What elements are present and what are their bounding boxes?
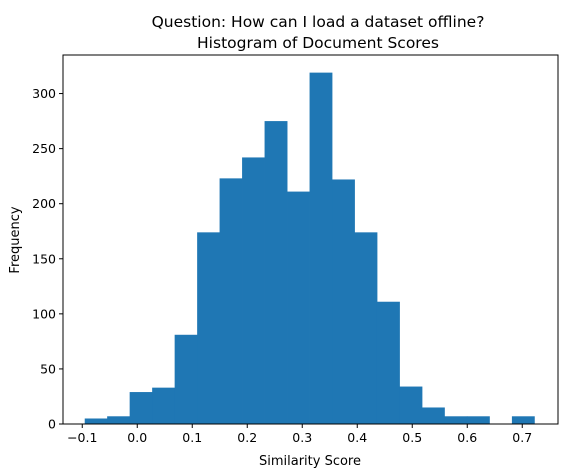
- histogram-bars: [84, 72, 535, 425]
- histogram-bar: [174, 334, 198, 424]
- histogram-bar: [332, 179, 355, 424]
- histogram-bar: [242, 157, 265, 424]
- x-axis-label: Similarity Score: [259, 454, 361, 469]
- histogram-bar: [399, 386, 423, 424]
- x-tick-label: 0.3: [292, 430, 312, 445]
- plot-frame: [62, 54, 559, 425]
- histogram-bar: [107, 416, 131, 424]
- x-tick-label: 0.1: [182, 430, 202, 445]
- histogram-bar: [219, 178, 243, 424]
- histogram-bar: [354, 232, 378, 424]
- histogram-bar: [376, 301, 400, 424]
- histogram-bar: [444, 416, 468, 424]
- x-tick-label: 0.2: [237, 430, 257, 445]
- x-tick-label: 0.4: [347, 430, 367, 445]
- x-axis-ticks: −0.1 0.0 0.1 0.2 0.3 0.4 0.5 0.6 0.7: [67, 424, 532, 445]
- y-tick-label: 200: [32, 196, 56, 211]
- chart-title-line-1: Question: How can I load a dataset offli…: [152, 13, 485, 31]
- x-tick-label: 0.7: [512, 430, 532, 445]
- y-tick-label: 0: [48, 417, 56, 432]
- y-tick-label: 150: [32, 251, 56, 266]
- x-tick-label: −0.1: [67, 430, 97, 445]
- histogram-bar: [421, 407, 445, 424]
- x-tick-label: 0.5: [402, 430, 422, 445]
- y-axis-ticks: 0 50 100 150 200 250 300: [32, 86, 63, 432]
- histogram-bar: [309, 72, 333, 425]
- y-axis-label: Frequency: [8, 206, 23, 273]
- x-tick-label: 0.6: [457, 430, 477, 445]
- y-tick-label: 100: [32, 306, 56, 321]
- chart-title-line-2: Histogram of Document Scores: [197, 34, 439, 52]
- histogram-bar: [287, 191, 310, 424]
- y-tick-label: 300: [32, 86, 56, 101]
- histogram-bar: [264, 121, 288, 425]
- y-tick-label: 50: [40, 361, 56, 376]
- histogram-bar: [466, 416, 490, 424]
- histogram-bar: [129, 392, 153, 424]
- histogram-bar: [197, 232, 220, 424]
- histogram-bar: [152, 387, 176, 424]
- y-tick-label: 250: [32, 141, 56, 156]
- histogram-bar: [511, 416, 535, 424]
- x-tick-label: 0.0: [127, 430, 147, 445]
- histogram-bar: [84, 418, 108, 424]
